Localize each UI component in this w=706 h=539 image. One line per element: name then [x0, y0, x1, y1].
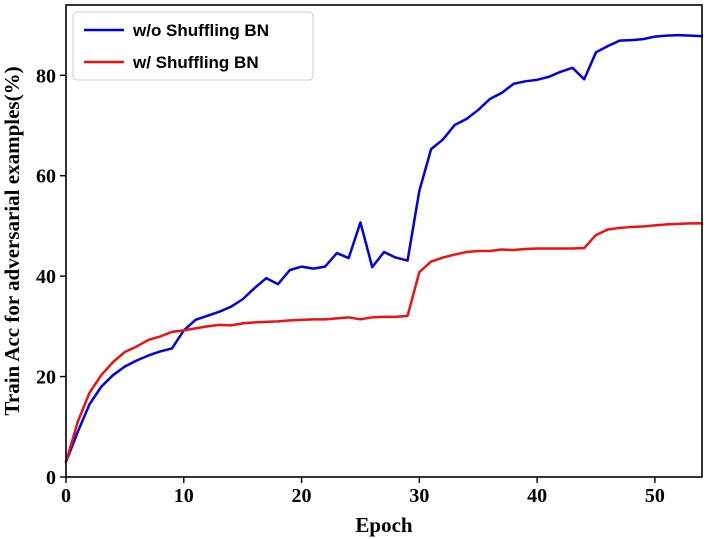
y-axis-label: Train Acc for adversarial examples(%) [0, 66, 24, 415]
y-tick-label: 60 [36, 166, 56, 188]
x-axis-ticks: 0 10 20 30 40 50 [61, 477, 665, 507]
y-tick-label: 40 [36, 266, 56, 288]
y-tick-label: 0 [46, 467, 56, 489]
x-tick-label: 30 [409, 485, 429, 507]
plot-background [66, 5, 702, 477]
legend-label-w-shuffling-bn: w/ Shuffling BN [132, 53, 259, 72]
plot-frame [65, 4, 703, 478]
x-tick-label: 50 [645, 485, 665, 507]
legend: w/o Shuffling BN w/ Shuffling BN [72, 11, 314, 81]
legend-box [72, 11, 314, 81]
series-lines [64, 33, 704, 464]
x-tick-label: 0 [61, 485, 71, 507]
legend-label-wo-shuffling-bn: w/o Shuffling BN [132, 21, 269, 40]
y-tick-label: 20 [36, 367, 56, 389]
x-tick-label: 40 [527, 485, 547, 507]
x-tick-label: 20 [292, 485, 312, 507]
y-tick-label: 80 [36, 65, 56, 87]
y-axis-ticks: 0 20 40 60 80 [36, 65, 66, 489]
x-axis-label: Epoch [355, 513, 413, 537]
x-tick-label: 10 [174, 485, 194, 507]
